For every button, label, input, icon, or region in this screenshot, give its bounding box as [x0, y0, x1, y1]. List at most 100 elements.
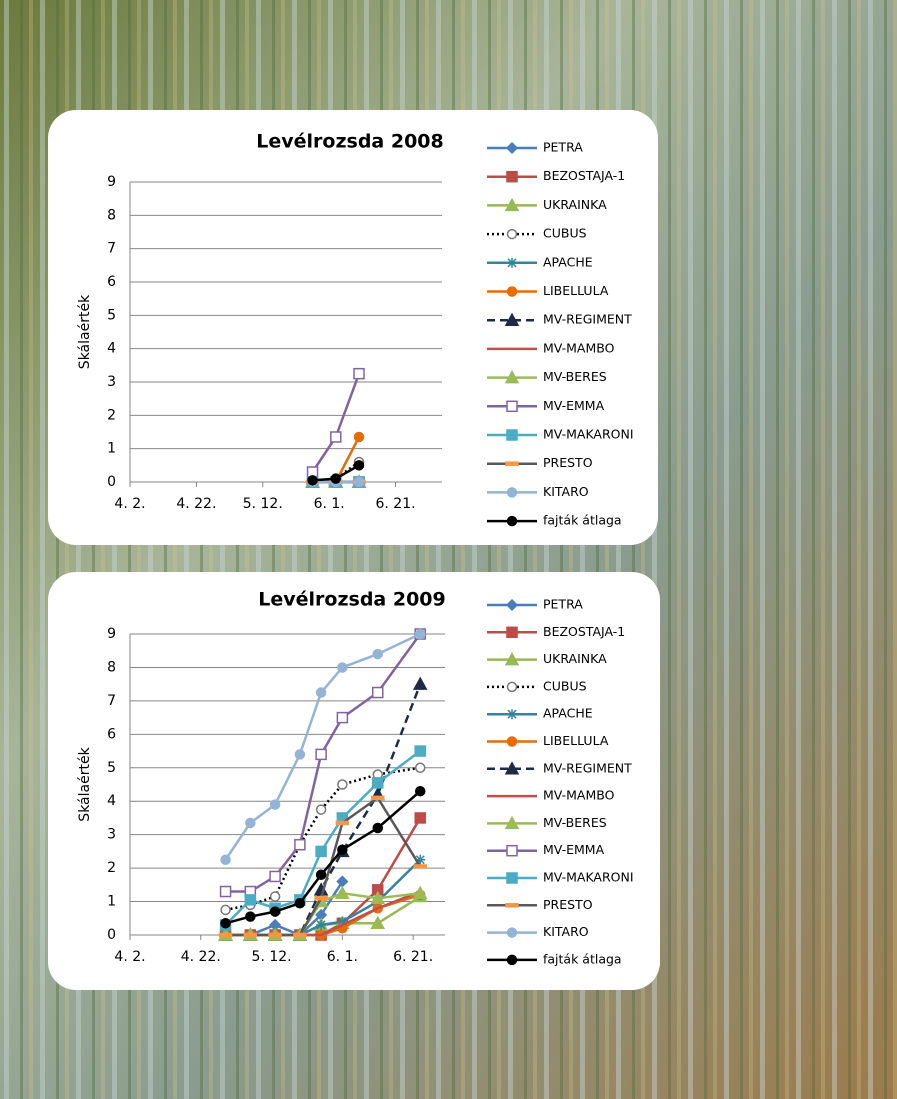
y-axis-label: Skálaérték — [77, 746, 93, 821]
legend-label: UKRAINKA — [543, 197, 607, 212]
x-tick-label: 4. 22. — [181, 949, 221, 965]
marker — [416, 630, 425, 639]
marker — [295, 840, 305, 850]
marker — [317, 870, 326, 879]
marker — [316, 846, 326, 856]
legend-label: PETRA — [543, 140, 583, 155]
marker — [355, 461, 364, 470]
legend-label: MV-BERES — [543, 815, 607, 830]
chart-title: Levélrozsda 2008 — [256, 131, 444, 153]
y-tick-label: 6 — [107, 274, 116, 290]
legend-label: fajták átlaga — [543, 513, 622, 528]
marker — [508, 737, 517, 746]
y-tick-label: 1 — [107, 894, 116, 910]
marker — [338, 845, 347, 854]
marker — [508, 230, 517, 239]
y-tick-label: 1 — [107, 441, 116, 457]
marker — [246, 912, 255, 921]
legend-label: MV-EMMA — [543, 842, 605, 857]
legend-label: MV-REGIMENT — [543, 760, 632, 775]
marker — [373, 778, 383, 788]
legend-label: MV-EMMA — [543, 398, 605, 413]
marker — [336, 821, 348, 824]
marker — [508, 488, 517, 497]
marker — [317, 688, 326, 697]
marker — [316, 749, 326, 759]
marker — [354, 369, 364, 379]
marker — [245, 895, 255, 905]
marker — [270, 871, 280, 881]
legend-label: UKRAINKA — [543, 651, 607, 666]
marker — [316, 920, 326, 930]
legend-label: BEZOSTAJA-1 — [543, 624, 625, 639]
marker — [294, 934, 306, 937]
marker — [416, 763, 425, 772]
marker — [317, 805, 326, 814]
x-tick-label: 5. 12. — [252, 949, 292, 965]
legend-label: CUBUS — [543, 226, 587, 241]
marker — [507, 258, 517, 268]
legend-label: PRESTO — [543, 455, 593, 470]
marker — [221, 887, 231, 897]
legend-label: MV-REGIMENT — [543, 312, 632, 327]
marker — [507, 709, 517, 719]
marker — [271, 907, 280, 916]
y-tick-label: 0 — [107, 927, 116, 943]
slide: Levélrozsda 2008Skálaérték01234567894. 2… — [0, 0, 897, 1099]
marker — [355, 433, 364, 442]
marker — [295, 750, 304, 759]
marker — [373, 650, 382, 659]
legend-label: APACHE — [543, 706, 593, 721]
page: Levélrozsda 2008Skálaérték01234567894. 2… — [0, 0, 897, 1099]
y-tick-label: 6 — [107, 726, 116, 742]
legend-label: LIBELLULA — [543, 733, 609, 748]
marker — [269, 934, 281, 937]
marker — [373, 688, 383, 698]
marker — [508, 682, 517, 691]
marker — [508, 928, 517, 937]
marker — [415, 813, 425, 823]
legend-label: MV-MAKARONI — [543, 427, 634, 442]
y-tick-label: 5 — [107, 307, 116, 323]
marker — [507, 846, 517, 856]
marker — [244, 934, 256, 937]
x-tick-label: 5. 12. — [243, 496, 283, 512]
marker — [508, 955, 517, 964]
marker — [506, 462, 518, 465]
x-tick-label: 6. 21. — [393, 949, 433, 965]
marker — [373, 823, 382, 832]
marker — [308, 476, 317, 485]
y-tick-label: 7 — [107, 693, 116, 709]
marker — [414, 865, 426, 868]
legend-label: fajták átlaga — [543, 951, 622, 966]
marker — [221, 905, 230, 914]
y-tick-label: 3 — [107, 827, 116, 843]
y-tick-label: 4 — [107, 341, 116, 357]
legend-label: CUBUS — [543, 678, 587, 693]
marker — [331, 432, 341, 442]
legend-label: APACHE — [543, 254, 593, 269]
legend-label: MV-MAMBO — [543, 788, 615, 803]
x-tick-label: 6. 1. — [327, 949, 358, 965]
marker — [507, 430, 517, 440]
chart-title: Levélrozsda 2009 — [258, 589, 446, 611]
legend-label: MV-MAMBO — [543, 340, 615, 355]
marker — [295, 899, 304, 908]
legend-label: KITARO — [543, 484, 589, 499]
x-tick-label: 4. 2. — [114, 949, 145, 965]
y-tick-label: 3 — [107, 374, 116, 390]
legend-label: BEZOSTAJA-1 — [543, 168, 625, 183]
marker — [415, 746, 425, 756]
x-tick-label: 6. 1. — [314, 496, 345, 512]
marker — [508, 517, 517, 526]
legend-label: MV-MAKARONI — [543, 870, 634, 885]
marker — [331, 474, 340, 483]
marker — [506, 904, 518, 907]
y-tick-label: 5 — [107, 760, 116, 776]
marker — [507, 401, 517, 411]
marker — [338, 663, 347, 672]
marker — [337, 713, 347, 723]
marker — [315, 897, 327, 900]
legend-label: MV-BERES — [543, 369, 607, 384]
legend-label: LIBELLULA — [543, 283, 609, 298]
